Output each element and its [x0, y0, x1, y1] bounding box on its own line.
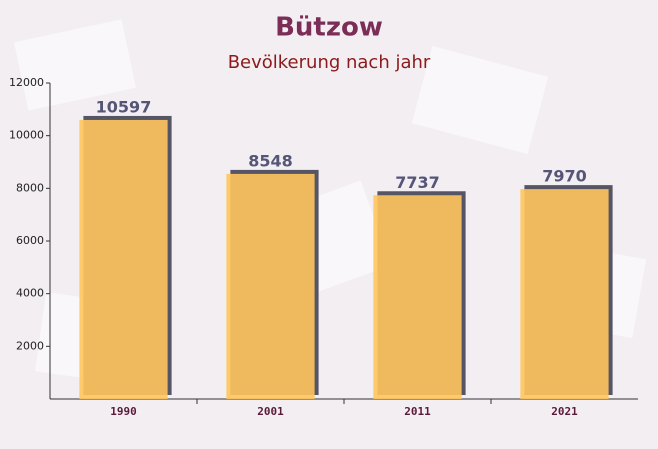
value-label: 7737 — [395, 173, 440, 192]
x-tick-label: 2011 — [404, 405, 431, 418]
bar — [79, 119, 168, 399]
y-tick-label: 4000 — [16, 287, 44, 300]
x-tick-label: 1990 — [110, 405, 137, 418]
chart-subtitle: Bevölkerung nach jahr — [228, 52, 431, 73]
bar — [520, 189, 609, 399]
x-tick-label: 2021 — [551, 405, 578, 418]
y-tick-label: 8000 — [16, 181, 44, 194]
value-label: 7970 — [542, 167, 587, 186]
y-tick-label: 12000 — [9, 76, 44, 89]
value-label: 10597 — [96, 97, 152, 116]
bar — [226, 173, 315, 399]
y-tick-label: 10000 — [9, 129, 44, 142]
bar — [373, 195, 462, 399]
y-tick-label: 6000 — [16, 234, 44, 247]
y-tick-label: 2000 — [16, 339, 44, 352]
x-tick-label: 2001 — [257, 405, 284, 418]
chart-title: Bützow — [275, 13, 383, 43]
value-label: 8548 — [248, 151, 293, 170]
